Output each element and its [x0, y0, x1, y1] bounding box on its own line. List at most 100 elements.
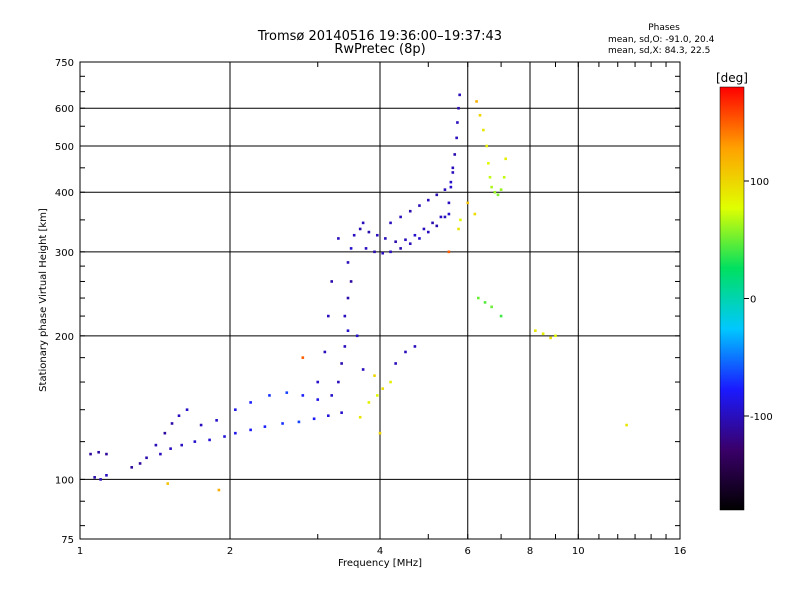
data-point [154, 443, 158, 447]
data-point [234, 431, 237, 435]
data-point [327, 414, 330, 418]
data-point [408, 242, 412, 245]
data-point [625, 423, 628, 427]
x-axis-label: Frequency [MHz] [338, 558, 422, 569]
data-point [549, 336, 552, 340]
data-point [443, 188, 447, 191]
data-point [199, 423, 203, 427]
data-point [413, 345, 417, 348]
data-point [346, 296, 350, 300]
data-point [163, 431, 167, 435]
data-point [285, 391, 289, 394]
data-point [130, 466, 134, 469]
data-point [208, 438, 211, 442]
data-point [413, 233, 417, 237]
data-point [381, 251, 384, 255]
chart-title: Tromsø 20140516 19:36:00–19:37:43 [257, 29, 502, 44]
data-point [312, 417, 316, 421]
data-point [343, 345, 347, 348]
y-tick-label: 100 [55, 475, 74, 486]
y-axis-label: Stationary phase Virtual Height [km] [38, 208, 49, 392]
data-point [97, 450, 100, 454]
data-point [346, 329, 350, 332]
grid-lines [80, 62, 680, 539]
phase-stats-o: mean, sd,O: -91.0, 20.4 [608, 35, 715, 45]
data-point [367, 401, 371, 404]
data-point [431, 221, 434, 225]
data-point [367, 230, 371, 234]
data-point [399, 247, 402, 250]
data-point [166, 482, 170, 485]
data-point [455, 136, 458, 140]
data-point [249, 401, 252, 404]
data-point [493, 190, 497, 194]
data-point [340, 362, 343, 365]
data-point [349, 247, 353, 250]
data-point [449, 180, 453, 184]
data-point [426, 198, 430, 202]
data-point [169, 447, 172, 450]
colorbar-tick-label: 100 [750, 177, 769, 188]
data-point [458, 93, 461, 97]
data-point [193, 440, 197, 443]
data-point [323, 350, 327, 354]
data-point [389, 221, 392, 225]
data-point [478, 113, 482, 117]
data-point [473, 212, 477, 216]
data-point [457, 106, 460, 110]
data-point [145, 456, 148, 460]
data-point [281, 422, 284, 425]
data-point [170, 422, 174, 425]
data-point [389, 380, 392, 384]
data-point [138, 462, 142, 465]
data-point [490, 305, 493, 309]
data-point [394, 240, 397, 244]
data-point [99, 478, 102, 481]
data-point [418, 204, 421, 207]
data-point [394, 362, 397, 365]
data-point [330, 394, 334, 397]
data-point [375, 233, 379, 237]
phase-stats-x: mean, sd,X: 84.3, 22.5 [608, 46, 710, 56]
data-point [346, 261, 350, 264]
y-tick-label: 750 [55, 58, 74, 69]
data-point [482, 128, 485, 132]
axis-ticks: 1 2 4 6 8 10 16 75 100 200 300 400 500 600 750 [55, 58, 686, 557]
colorbar-unit-label: [deg] [716, 71, 748, 85]
data-point [316, 380, 320, 384]
colorbar [720, 87, 744, 510]
colorbar-ticks: 100 0 -100 [744, 177, 773, 423]
data-point [456, 121, 459, 124]
data-point [451, 171, 455, 174]
data-point [483, 301, 487, 304]
data-point [297, 420, 301, 424]
data-point [337, 380, 340, 384]
y-tick-label: 500 [55, 142, 74, 153]
data-point [301, 356, 305, 359]
y-tick-label: 600 [55, 104, 74, 115]
data-point [89, 452, 92, 456]
data-point [488, 175, 492, 179]
data-point [490, 185, 493, 189]
colorbar-tick-label: 0 [750, 295, 756, 306]
data-point [217, 488, 221, 492]
data-point [443, 215, 447, 219]
data-point [435, 224, 439, 228]
y-tick-label: 75 [61, 535, 74, 546]
data-point [439, 215, 443, 219]
x-tick-label: 2 [227, 546, 233, 557]
data-point [499, 188, 503, 191]
data-point [496, 193, 500, 197]
data-point [504, 157, 507, 161]
x-tick-label: 1 [77, 546, 83, 557]
data-point [541, 332, 545, 336]
data-point [475, 100, 478, 103]
x-tick-label: 16 [674, 546, 687, 557]
data-point [327, 314, 330, 318]
data-point [375, 394, 379, 397]
data-point [93, 476, 96, 479]
data-point [453, 153, 457, 156]
data-points [89, 93, 628, 492]
data-point [435, 193, 439, 197]
data-point [389, 250, 392, 254]
